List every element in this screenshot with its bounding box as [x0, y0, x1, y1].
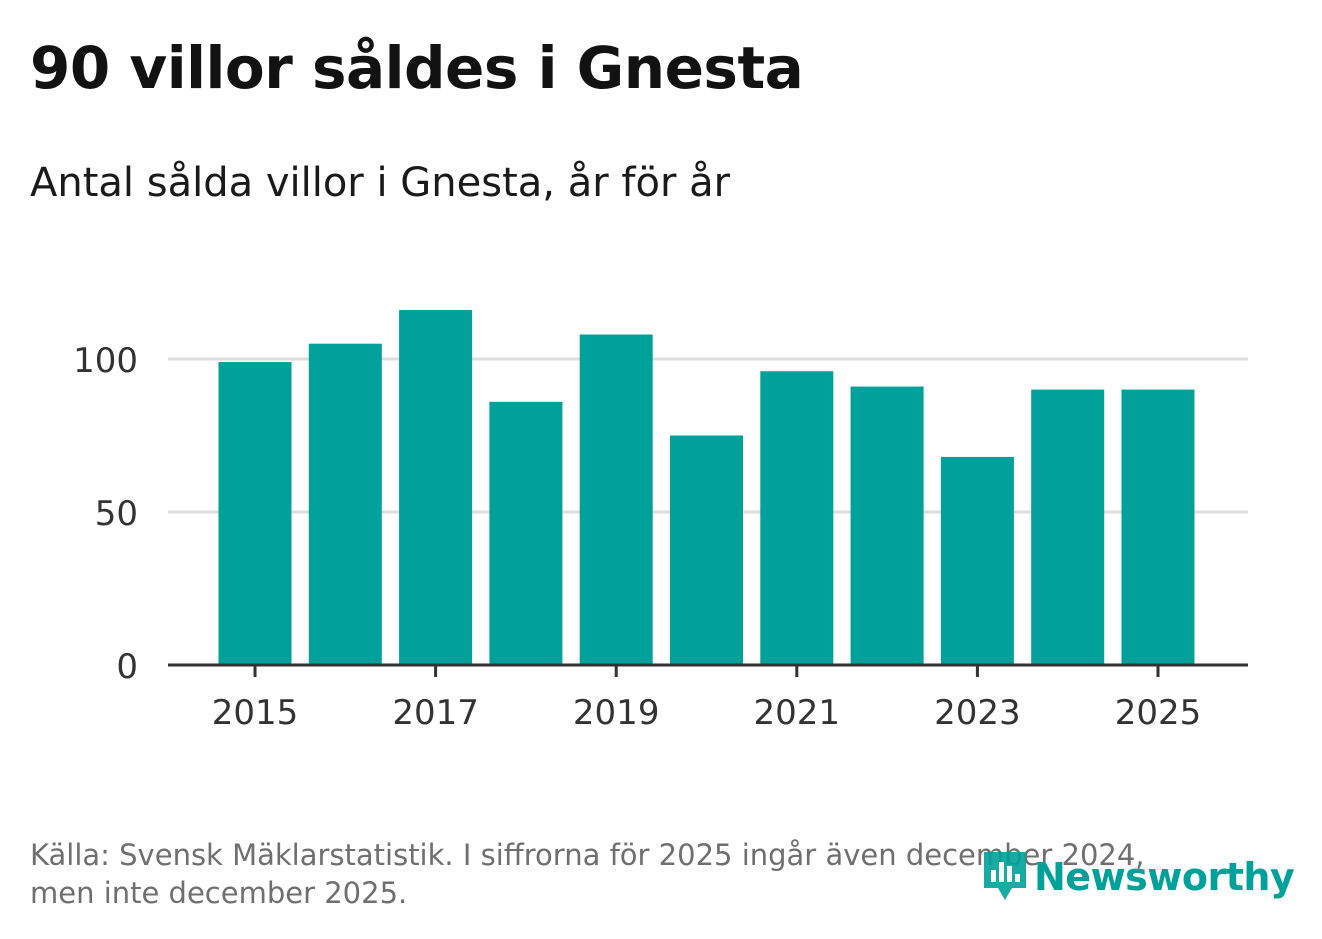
chart-title: 90 villor såldes i Gnesta: [30, 34, 804, 102]
y-tick-label: 50: [95, 494, 138, 534]
bar-2016: [308, 343, 382, 665]
x-tick-label: 2019: [573, 693, 660, 733]
chart-subtitle: Antal sålda villor i Gnesta, år för år: [30, 160, 731, 206]
bars: [218, 310, 1195, 665]
bar-2017: [399, 310, 473, 665]
x-tick-label: 2021: [754, 693, 841, 733]
x-tick-label: 2015: [212, 693, 299, 733]
x-tick-label: 2017: [392, 693, 479, 733]
y-tick-label: 0: [116, 647, 138, 687]
source-line-1: Källa: Svensk Mäklarstatistik. I siffror…: [30, 838, 1145, 872]
bar-2015: [218, 362, 292, 665]
newsworthy-logo-text: Newsworthy: [1034, 855, 1295, 899]
source-note: Källa: Svensk Mäklarstatistik. I siffror…: [30, 836, 1230, 912]
newsworthy-logo: Newsworthy: [980, 846, 1295, 908]
bar-2020: [670, 435, 743, 665]
source-line-2: men inte december 2025.: [30, 876, 408, 910]
bar-2022: [850, 386, 924, 665]
bar-2023: [940, 456, 1014, 665]
y-tick-label: 100: [73, 341, 138, 381]
axes: 0 50 100 2015 2017 2019 2021 2023 2025: [73, 341, 1248, 733]
x-tick-label: 2025: [1115, 693, 1202, 733]
x-tick-label: 2023: [934, 693, 1021, 733]
bar-2025: [1121, 389, 1195, 665]
bar-2024: [1031, 389, 1105, 665]
newsworthy-logo-icon: [984, 852, 1026, 900]
bar-2018: [489, 401, 563, 665]
bar-2019: [579, 334, 653, 665]
bar-2021: [760, 371, 834, 665]
